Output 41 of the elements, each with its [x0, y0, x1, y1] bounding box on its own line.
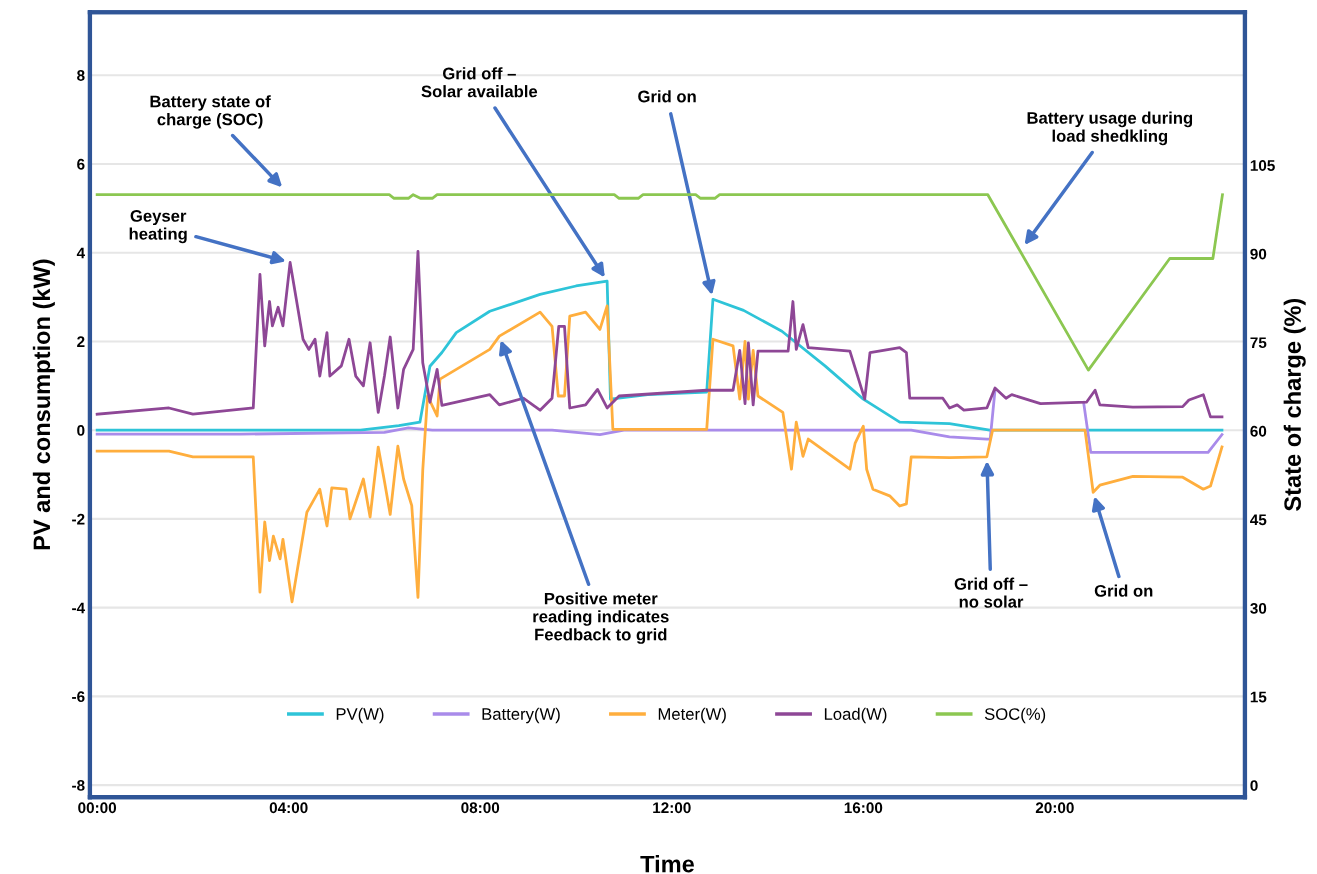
y2-tick-label: 30 [1250, 602, 1267, 614]
y-axis-title: PV and consumption (kW) [32, 259, 55, 550]
annotation: Geyser heating [129, 210, 187, 244]
legend-label: SOC(%) [984, 707, 1046, 724]
annotation: Grid off – no solar [954, 577, 1028, 608]
y-tick-label: 6 [77, 158, 85, 170]
y-tick-label: -4 [72, 602, 86, 614]
x-tick-label: 08:00 [461, 802, 500, 814]
y-tick-label: -8 [72, 779, 85, 791]
legend-label: PV(W) [336, 707, 384, 724]
y2-tick-label: 90 [1250, 248, 1267, 260]
x-tick-label: 16:00 [844, 802, 883, 814]
annotation: Battery state of charge (SOC) [150, 95, 271, 129]
y-tick-label: 4 [76, 247, 86, 259]
y2-tick-label: 75 [1250, 337, 1267, 349]
x-tick-label: 04:00 [269, 802, 308, 814]
y-tick-label: -6 [72, 691, 85, 703]
x-axis-title: Time [640, 855, 694, 873]
line-series [95, 249, 1224, 419]
legend-label: Load(W) [824, 707, 887, 724]
annotation: Grid off – Solar available [421, 67, 538, 98]
y2-tick-label: 105 [1250, 160, 1275, 171]
y2-tick-label: 15 [1250, 691, 1267, 703]
annotation: Positive meter reading indicates Feedback to grid [533, 592, 669, 644]
y2-axis-title: State of charge (%) [1283, 298, 1306, 511]
annotation: Grid on [1094, 584, 1153, 597]
y2-tick-label: 45 [1250, 514, 1267, 526]
x-tick-label: 20:00 [1035, 802, 1074, 814]
y-tick-label: 2 [77, 336, 85, 347]
y-tick-label: 0 [77, 425, 85, 436]
legend-label: Battery(W) [482, 707, 560, 724]
annotation: Grid on [638, 90, 696, 103]
line-series [95, 193, 1224, 372]
annotation: Battery usage during load shedkling [1027, 111, 1193, 146]
y2-tick-label: 60 [1250, 425, 1267, 437]
legend-label: Meter(W) [658, 707, 726, 724]
x-tick-label: 00:00 [78, 802, 117, 814]
y-tick-label: 8 [77, 70, 85, 81]
x-tick-label: 12:00 [653, 802, 691, 814]
y-tick-label: -2 [72, 513, 85, 525]
y2-tick-label: 0 [1250, 780, 1258, 791]
